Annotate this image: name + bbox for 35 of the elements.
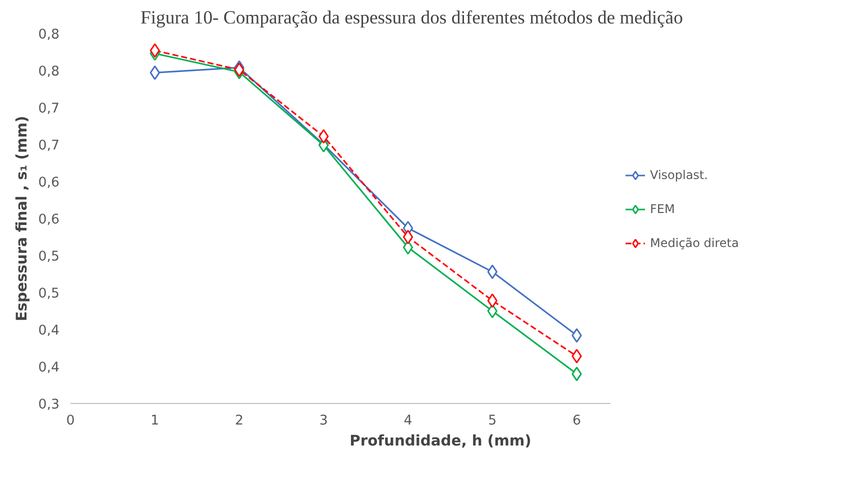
x-axis-title: Profundidade, h (mm) [350, 432, 532, 450]
y-tick-label: 0,7 [38, 102, 60, 116]
y-tick-label: 0,5 [38, 250, 60, 264]
y-tick-label: 0,4 [38, 324, 60, 338]
y-tick-label: 0,5 [38, 286, 60, 302]
x-tick-label: 2 [235, 414, 244, 428]
y-tick-label: 0,7 [38, 138, 60, 154]
x-tick-label: 1 [150, 414, 160, 428]
x-tick-label: 3 [319, 414, 328, 428]
point [487, 264, 498, 280]
y-tick-label: 0,6 [38, 212, 60, 228]
point [572, 366, 582, 382]
legend-label: FEM [650, 202, 675, 216]
point [572, 348, 582, 364]
y-axis-title: Espessura final , s₁ (mm) [13, 116, 30, 322]
point [487, 304, 498, 318]
y-tick-label: 0,4 [38, 360, 60, 376]
x-tick-label: 4 [404, 414, 412, 428]
legend-label: Medição direta [650, 236, 739, 250]
point [318, 129, 329, 144]
y-tick-label: 0,3 [38, 398, 60, 412]
point [402, 230, 414, 244]
point [572, 328, 582, 343]
chart-title: Figura 10- Comparação da espessura dos diferentes métodos de medição [140, 8, 683, 28]
point [150, 43, 160, 58]
point [150, 65, 160, 80]
x-tick-label: 6 [572, 414, 581, 428]
x-tick-label: 0 [66, 414, 75, 428]
point [402, 240, 414, 255]
legend-label: Visoplast. [650, 168, 708, 182]
y-tick-label: 0,8 [38, 64, 60, 80]
x-tick-label: 5 [488, 414, 497, 428]
y-tick-label: 0,6 [38, 176, 60, 190]
y-tick-label: 0,8 [38, 28, 60, 42]
point [487, 293, 498, 308]
